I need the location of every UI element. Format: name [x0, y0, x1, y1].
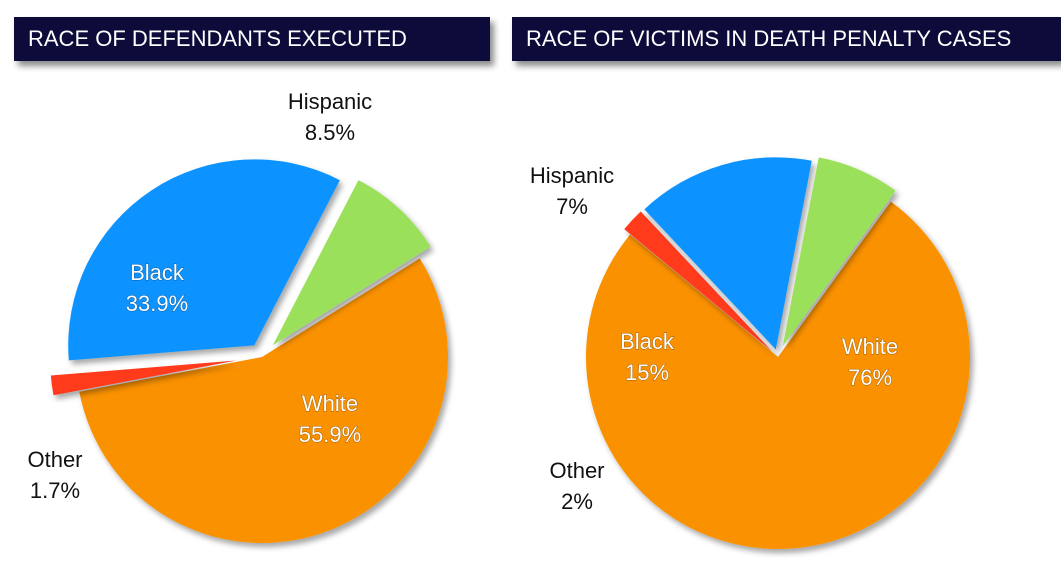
slice-value: 7%	[556, 194, 588, 219]
slice-value: 1.7%	[30, 478, 80, 503]
slice-name: Black	[130, 260, 185, 285]
slice-label-black: Black 15%	[620, 329, 675, 385]
slice-name: White	[302, 391, 358, 416]
pie-slice-hispanic	[782, 157, 896, 346]
slice-label-black: Black 33.9%	[126, 260, 188, 316]
pie-defendants: White 55.9% Other 1.7% Black 33.9% Hispanic 8.5…	[27, 89, 448, 543]
slice-label-other: Other 2%	[549, 458, 604, 514]
slice-value: 76%	[848, 365, 892, 390]
pie-slice-white	[586, 201, 970, 549]
slice-name: Other	[27, 447, 82, 472]
slice-name: Hispanic	[530, 163, 614, 188]
slice-value: 2%	[561, 489, 593, 514]
pie-slice-hispanic	[272, 180, 431, 346]
slice-label-hispanic: Hispanic 7%	[530, 163, 614, 219]
pie-victims: White 76% Other 2% Black 15% Hispanic 7%	[530, 157, 970, 549]
chart-title-defendants: RACE OF DEFENDANTS EXECUTED	[14, 17, 490, 61]
slice-label-white: White 76%	[842, 334, 898, 390]
chart-title-victims: RACE OF VICTIMS IN DEATH PENALTY CASES	[512, 17, 1061, 61]
slice-label-hispanic: Hispanic 8.5%	[288, 89, 372, 145]
slice-label-other: Other 1.7%	[27, 447, 82, 503]
slice-value: 33.9%	[126, 291, 188, 316]
slice-value: 15%	[625, 360, 669, 385]
slice-value: 55.9%	[299, 422, 361, 447]
pie-slice-black	[644, 157, 812, 350]
slice-name: Black	[620, 329, 675, 354]
slice-name: Hispanic	[288, 89, 372, 114]
pie-slice-black	[68, 159, 340, 361]
slice-value: 8.5%	[305, 120, 355, 145]
slice-label-white: White 55.9%	[299, 391, 361, 447]
pie-slice-other	[50, 360, 237, 396]
slice-name: White	[842, 334, 898, 359]
pie-slice-white	[79, 258, 448, 543]
pie-slice-other	[624, 211, 773, 352]
slice-name: Other	[549, 458, 604, 483]
